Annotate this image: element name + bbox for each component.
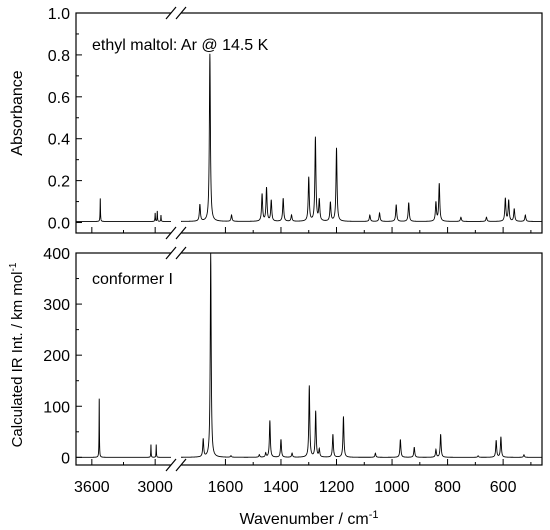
bottom-axis-break-mark (175, 246, 187, 260)
bottom-ytick-label: 200 (43, 348, 70, 365)
axes-layer: 3600 3000 1600 1400 1200 1000 800 600 (74, 479, 517, 496)
xtick-label: 3000 (137, 479, 173, 496)
top-series-line-left (76, 198, 171, 222)
top-ytick-label: 0.2 (48, 174, 70, 191)
bottom-annotation: conformer I (92, 271, 173, 288)
bottom-axis-break-mark (175, 458, 187, 472)
top-ytick-label: 1.0 (48, 6, 70, 23)
xtick-label: 600 (490, 479, 517, 496)
xtick-label: 1200 (319, 479, 355, 496)
xtick-label: 1000 (374, 479, 410, 496)
top-series-line-right (181, 53, 542, 222)
bottom-axis-break-mark (165, 246, 177, 260)
top-axis-break-mark (165, 6, 177, 20)
bottom-panel: 0 100 200 300 400 conformer I Calculated IR … (8, 246, 543, 528)
xtick-label: 1400 (263, 479, 299, 496)
top-panel: 0.0 0.2 0.4 0.6 0.8 1.0 ethyl maltol: Ar @ 14… (9, 6, 543, 240)
top-axis-break-gap (171, 230, 181, 236)
bottom-plot-area: 0 100 200 300 400 (43, 246, 543, 472)
top-ytick-label: 0.0 (48, 216, 70, 233)
top-ytick-label: 0.6 (48, 90, 70, 107)
bottom-axis-break-gap (171, 250, 181, 256)
xtick-label: 3600 (74, 479, 110, 496)
top-axis-break-gap (171, 10, 181, 16)
bottom-ytick-label: 400 (43, 246, 70, 263)
bottom-series-line-left (76, 398, 171, 458)
top-ytick-label: 0.4 (48, 132, 70, 149)
top-annotation: ethyl maltol: Ar @ 14.5 K (92, 37, 269, 54)
bottom-ytick-label: 0 (61, 450, 70, 467)
top-axis-break-mark (175, 6, 187, 20)
top-axis-break-mark (175, 226, 187, 240)
bottom-ytick-label: 300 (43, 297, 70, 314)
bottom-axis-break-gap (171, 462, 181, 468)
top-plot-area: 0.0 0.2 0.4 0.6 0.8 1.0 (48, 6, 542, 240)
top-ylabel: Absorbance (9, 70, 26, 155)
bottom-ylabel: Calculated IR Int. / km mol-1 (8, 262, 26, 447)
x-axis-label: Wavenumber / cm-1 (240, 509, 379, 528)
bottom-series-line-right (181, 252, 543, 458)
xtick-label: 1600 (208, 479, 244, 496)
top-axis-break-mark (165, 226, 177, 240)
bottom-axis-break-mark (165, 458, 177, 472)
bottom-ytick-label: 100 (43, 399, 70, 416)
top-ytick-label: 0.8 (48, 48, 70, 65)
xtick-label: 800 (434, 479, 461, 496)
